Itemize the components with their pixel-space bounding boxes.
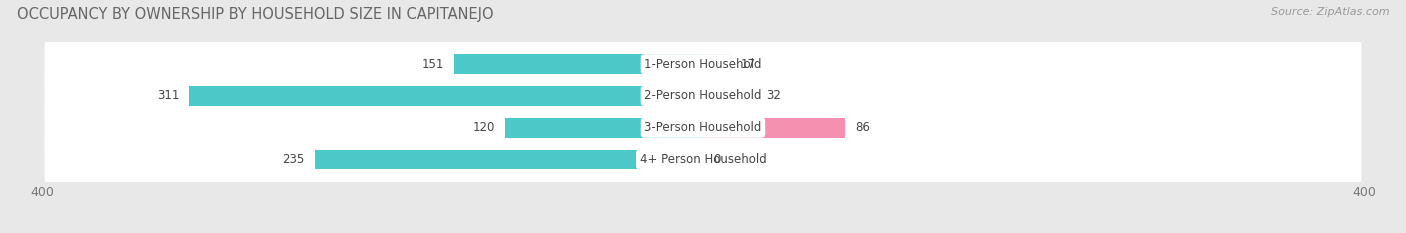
Text: 86: 86 [855, 121, 870, 134]
FancyBboxPatch shape [45, 35, 1361, 94]
Text: 311: 311 [157, 89, 180, 103]
Bar [703, 86, 756, 106]
Text: 0: 0 [713, 153, 720, 166]
FancyBboxPatch shape [45, 98, 1361, 157]
Bar [703, 54, 731, 74]
Text: 32: 32 [766, 89, 780, 103]
Text: OCCUPANCY BY OWNERSHIP BY HOUSEHOLD SIZE IN CAPITANEJO: OCCUPANCY BY OWNERSHIP BY HOUSEHOLD SIZE… [17, 7, 494, 22]
Text: 235: 235 [283, 153, 305, 166]
Text: 1-Person Household: 1-Person Household [644, 58, 762, 71]
Text: 3-Person Household: 3-Person Household [644, 121, 762, 134]
Text: 4+ Person Household: 4+ Person Household [640, 153, 766, 166]
Text: 17: 17 [741, 58, 756, 71]
Text: 151: 151 [422, 58, 444, 71]
Text: Source: ZipAtlas.com: Source: ZipAtlas.com [1271, 7, 1389, 17]
Text: 2-Person Household: 2-Person Household [644, 89, 762, 103]
Bar [703, 118, 845, 137]
Text: 120: 120 [472, 121, 495, 134]
Bar [315, 150, 703, 169]
Bar [505, 118, 703, 137]
FancyBboxPatch shape [45, 130, 1361, 189]
Bar [454, 54, 703, 74]
FancyBboxPatch shape [45, 67, 1361, 125]
Bar [190, 86, 703, 106]
